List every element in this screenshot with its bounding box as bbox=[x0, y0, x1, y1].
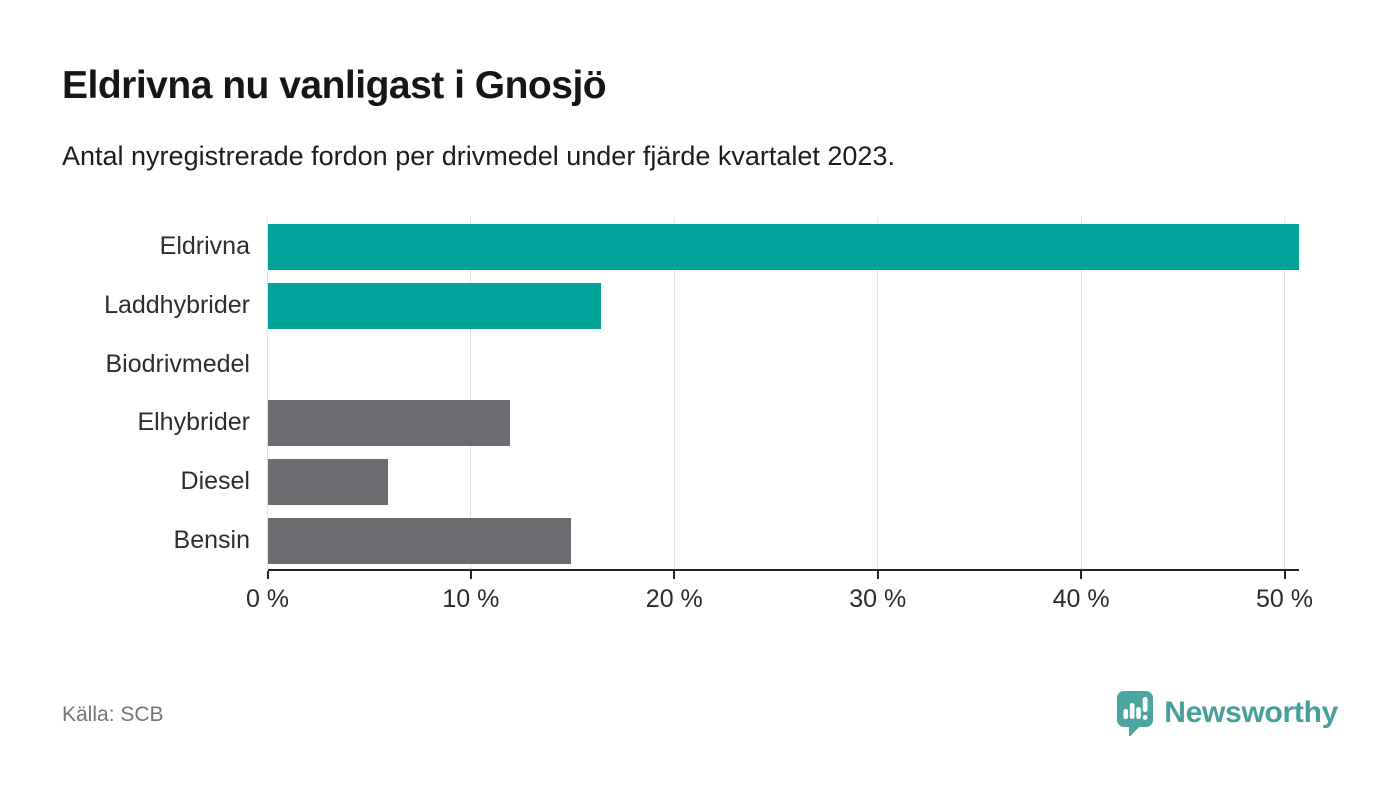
gridline bbox=[1080, 217, 1082, 569]
bar-chart-speech-bubble-icon bbox=[1116, 690, 1154, 737]
gridline bbox=[877, 217, 879, 569]
x-axis-tick bbox=[1080, 571, 1083, 579]
category-label: Diesel bbox=[180, 467, 250, 496]
bar-laddhybrider bbox=[267, 282, 602, 329]
category-label: Biodrivmedel bbox=[105, 349, 250, 378]
brand-wordmark: Newsworthy bbox=[1164, 696, 1338, 729]
category-label: Elhybrider bbox=[137, 408, 250, 437]
chart-title: Eldrivna nu vanligast i Gnosjö bbox=[62, 64, 607, 107]
category-label: Laddhybrider bbox=[104, 290, 250, 319]
x-axis-tick bbox=[1283, 571, 1286, 579]
bar-elhybrider bbox=[267, 400, 510, 447]
x-axis-tick bbox=[876, 571, 879, 579]
gridline bbox=[267, 217, 268, 569]
newsworthy-logo: Newsworthy bbox=[1116, 690, 1338, 737]
source-note: Källa: SCB bbox=[62, 703, 164, 726]
gridline bbox=[1284, 217, 1285, 569]
gridline bbox=[673, 217, 675, 569]
x-axis-line bbox=[267, 569, 1299, 571]
chart-subtitle: Antal nyregistrerade fordon per drivmede… bbox=[62, 141, 895, 171]
x-axis-tick bbox=[469, 571, 472, 579]
x-axis-tick bbox=[673, 571, 676, 579]
bar-eldrivna bbox=[267, 224, 1299, 270]
gridline bbox=[470, 217, 472, 569]
x-axis-tick-label: 40 % bbox=[1052, 585, 1110, 613]
x-axis-tick-label: 50 % bbox=[1256, 585, 1313, 613]
category-label: Bensin bbox=[173, 526, 250, 554]
category-label: Eldrivna bbox=[159, 232, 250, 260]
x-axis-tick-label: 20 % bbox=[645, 585, 703, 613]
x-axis-tick-label: 30 % bbox=[849, 585, 907, 613]
bar-bensin bbox=[267, 518, 571, 564]
x-axis-tick-label: 0 % bbox=[245, 585, 290, 613]
x-axis-tick bbox=[266, 571, 269, 579]
bar-diesel bbox=[267, 459, 388, 506]
x-axis-tick-label: 10 % bbox=[442, 585, 500, 613]
